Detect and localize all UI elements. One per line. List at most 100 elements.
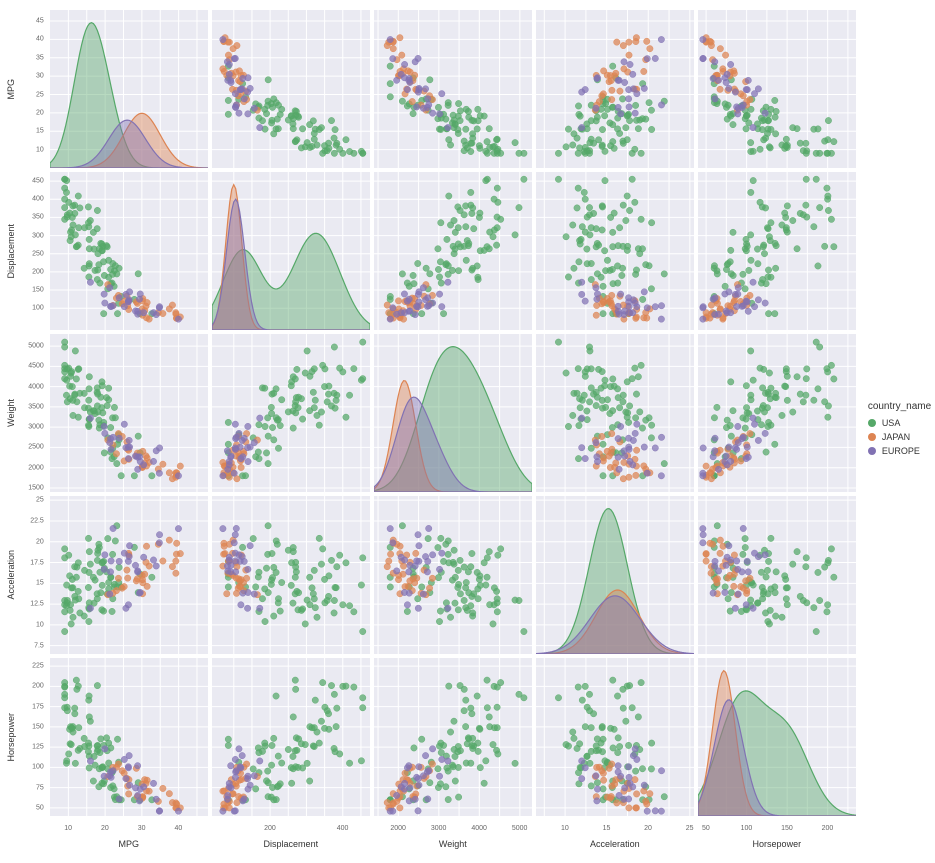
ylabel: Horsepower [6, 713, 16, 762]
scatter-cell [374, 10, 532, 168]
xtick-label: 10 [561, 825, 569, 832]
ytick-label: 3500 [28, 403, 44, 410]
scatter-cell [212, 658, 370, 816]
legend-title: country_name [868, 401, 931, 412]
ytick-label: 225 [32, 663, 44, 670]
scatter-cell [698, 10, 856, 168]
ytick-label: 50 [36, 804, 44, 811]
ytick-label: 2500 [28, 444, 44, 451]
xtick-cell: 10 20 30 40 [50, 820, 208, 832]
ytick-label: 150 [32, 723, 44, 730]
xlabel-cell: MPG [50, 836, 208, 850]
scatter-cell [536, 172, 694, 330]
xtick-label: 10 [64, 825, 72, 832]
scatter-cell [212, 496, 370, 654]
xlabel: Displacement [264, 837, 319, 849]
plot-svg [374, 10, 532, 168]
scatter-cell [536, 10, 694, 168]
scatter-cell [698, 172, 856, 330]
ytick-label: 20 [36, 538, 44, 545]
ytick-label: 200 [32, 683, 44, 690]
ytick-label: 7.5 [34, 642, 44, 649]
ytick-label: 100 [32, 764, 44, 771]
ytick-label: 100 [32, 305, 44, 312]
ylabel-cell: Acceleration [4, 496, 18, 654]
ytick-label: 10 [36, 621, 44, 628]
kde-diagonal-cell [374, 334, 532, 492]
xlabel: Acceleration [590, 837, 640, 849]
legend-label: USA [882, 418, 901, 428]
plot-svg [50, 496, 208, 654]
plot-svg [698, 172, 856, 330]
xtick-label: 2000 [390, 825, 406, 832]
plot-svg [212, 334, 370, 492]
scatter-cell [212, 334, 370, 492]
plot-svg [536, 496, 694, 654]
scatter-cell [50, 172, 208, 330]
ytick-label: 400 [32, 196, 44, 203]
plot-svg [50, 334, 208, 492]
ytick-label: 30 [36, 73, 44, 80]
xtick-label: 100 [741, 825, 753, 832]
xtick-label: 50 [702, 825, 710, 832]
xtick-label: 4000 [471, 825, 487, 832]
ytick-label: 450 [32, 178, 44, 185]
plot-svg [698, 10, 856, 168]
xtick-label: 3000 [431, 825, 447, 832]
scatter-cell [50, 658, 208, 816]
scatter-cell [374, 658, 532, 816]
plot-svg [536, 334, 694, 492]
xlabel: MPG [119, 837, 140, 849]
xlabel: Horsepower [753, 837, 802, 849]
ytick-label: 200 [32, 268, 44, 275]
scatter-cell [374, 172, 532, 330]
kde-diagonal-cell [50, 10, 208, 168]
pairplot-grid: MPG 10 15 20 25 30 35 40 45 Displacement 100 150 200… [4, 10, 856, 850]
xtick-label: 20 [644, 825, 652, 832]
ytick-label: 15 [36, 580, 44, 587]
plot-svg [536, 172, 694, 330]
scatter-cell [50, 496, 208, 654]
ytick-label: 4000 [28, 383, 44, 390]
xlabel: Weight [439, 837, 467, 849]
ytick-label: 300 [32, 232, 44, 239]
ytick-label: 45 [36, 18, 44, 25]
ylabel: Weight [6, 399, 16, 427]
ytick-label: 150 [32, 287, 44, 294]
legend: country_name USA JAPAN EUROPE [868, 401, 931, 460]
ytick-label: 40 [36, 36, 44, 43]
xtick-label: 150 [781, 825, 793, 832]
ytick-label: 35 [36, 54, 44, 61]
ytick-label: 3000 [28, 424, 44, 431]
plot-svg [50, 10, 208, 168]
plot-svg [212, 10, 370, 168]
xtick-label: 30 [138, 825, 146, 832]
scatter-cell [698, 496, 856, 654]
xtick-cell: 2000300040005000 [374, 820, 532, 832]
xlabel-cell: Weight [374, 836, 532, 850]
ylabel: Acceleration [6, 550, 16, 600]
legend-label: JAPAN [882, 432, 910, 442]
xtick-label: 20 [101, 825, 109, 832]
xtick-cell: 200400 [212, 820, 370, 832]
xtick-label: 15 [603, 825, 611, 832]
plot-svg [374, 172, 532, 330]
ytick-label: 5000 [28, 343, 44, 350]
plot-svg [536, 658, 694, 816]
ytick-label: 25 [36, 497, 44, 504]
legend-item-japan: JAPAN [868, 432, 931, 442]
kde-diagonal-cell [536, 496, 694, 654]
xtick-label: 40 [175, 825, 183, 832]
kde-diagonal-cell [698, 658, 856, 816]
ytick-label: 2000 [28, 464, 44, 471]
plot-svg [50, 172, 208, 330]
xtick-label: 200 [264, 825, 276, 832]
ytick-label: 175 [32, 703, 44, 710]
xtick-label: 200 [822, 825, 834, 832]
ytick-label: 12.5 [30, 601, 44, 608]
xtick-cell: 10152025 [536, 820, 694, 832]
ytick-label: 125 [32, 744, 44, 751]
scatter-cell [536, 658, 694, 816]
legend-item-usa: USA [868, 418, 931, 428]
legend-label: EUROPE [882, 446, 920, 456]
